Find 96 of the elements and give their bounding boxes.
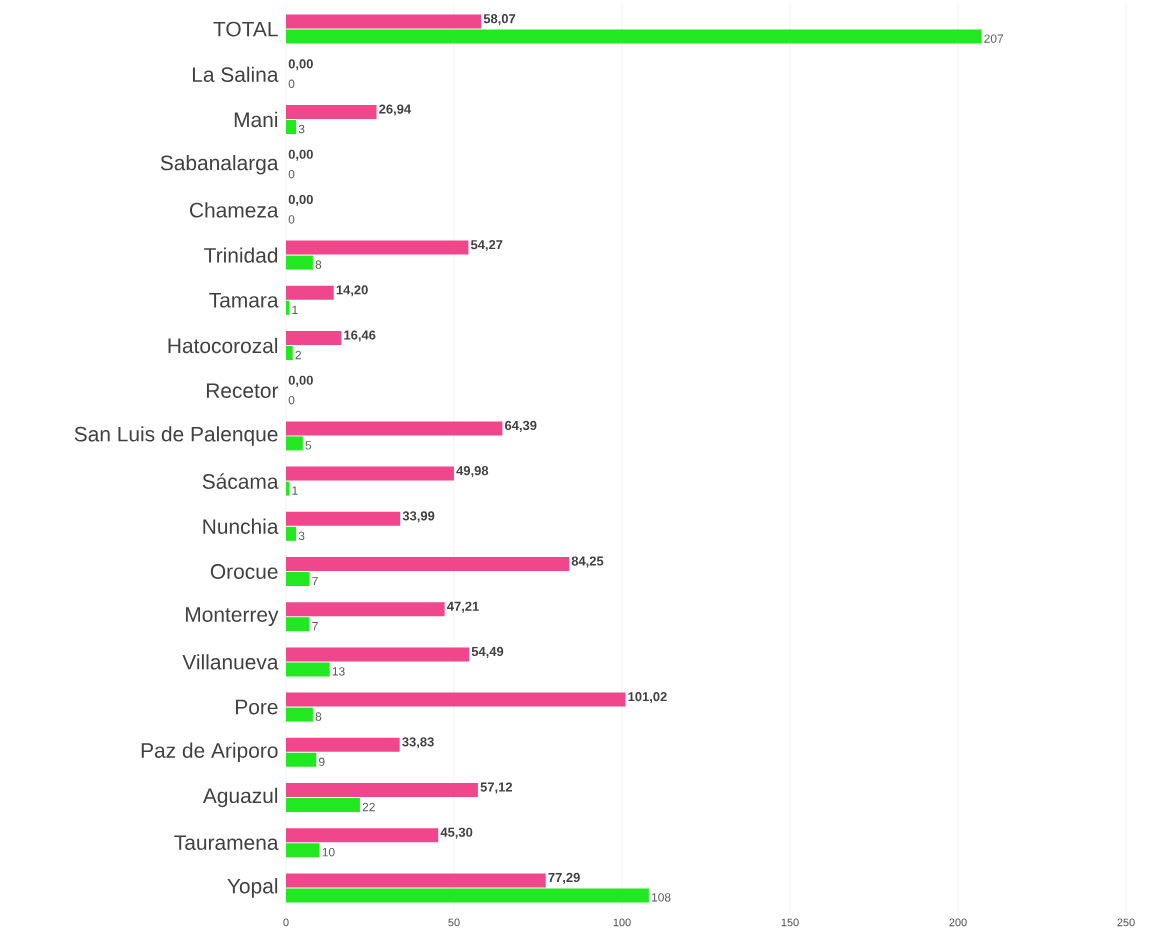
data-label: 10 — [322, 847, 335, 857]
data-label: 3 — [298, 124, 305, 134]
data-label: 8 — [315, 712, 322, 721]
data-label: 9 — [319, 757, 325, 767]
bar — [286, 662, 330, 677]
data-label: 0 — [288, 215, 295, 224]
bar — [286, 105, 377, 120]
bar — [286, 120, 297, 135]
x-tick-label: 0 — [283, 918, 289, 927]
data-label: 54,27 — [470, 240, 503, 252]
bar — [286, 285, 334, 300]
data-label: 5 — [305, 441, 312, 450]
y-tick-label: Monterrey — [186, 607, 279, 627]
bar — [286, 331, 342, 345]
data-label: 14,20 — [336, 285, 368, 297]
y-tick-label: TOTAL — [213, 21, 278, 37]
data-label: 26,94 — [379, 104, 412, 116]
data-label: 33,83 — [402, 737, 434, 749]
bar — [286, 571, 310, 586]
y-tick-label: Orocue — [210, 564, 278, 579]
data-label: 58,07 — [483, 14, 516, 26]
data-label: 49,98 — [456, 466, 489, 478]
bar — [286, 737, 400, 752]
data-label: 207 — [984, 34, 1004, 43]
bar — [286, 752, 317, 767]
y-tick-label: Chameza — [190, 202, 279, 218]
bar — [286, 647, 470, 662]
data-label: 7 — [312, 576, 318, 586]
bar — [286, 14, 482, 29]
bar — [286, 421, 503, 436]
y-tick-label: Tamara — [209, 293, 279, 308]
data-label: 16,46 — [344, 330, 376, 342]
x-tick-label: 100 — [613, 918, 631, 927]
y-tick-label: La Salina — [192, 66, 279, 82]
y-tick-label: Villanueva — [182, 654, 279, 670]
y-tick-label: Aguazul — [202, 787, 278, 808]
y-tick-label: Tauramena — [174, 835, 279, 850]
y-tick-label: Yopal — [227, 878, 278, 898]
data-label: 22 — [362, 802, 375, 812]
bar — [286, 828, 439, 843]
data-label: 0,00 — [288, 194, 313, 206]
data-label: 101,02 — [628, 692, 667, 704]
y-tick-label: Pore — [236, 699, 278, 715]
bar — [286, 873, 546, 888]
data-label: 33,99 — [402, 511, 435, 523]
bar — [286, 602, 445, 617]
data-label: 0 — [288, 395, 295, 405]
y-tick-label: Hatocorozal — [168, 337, 278, 354]
bar — [286, 617, 310, 632]
data-label: 45,30 — [440, 827, 473, 839]
bar — [286, 255, 313, 270]
data-label: 64,39 — [505, 420, 537, 432]
bar — [286, 29, 982, 44]
data-label: 3 — [298, 531, 305, 541]
bar — [286, 843, 320, 858]
y-tick-label: Mani — [234, 111, 278, 128]
data-label: 54,49 — [471, 646, 504, 658]
data-label: 57,12 — [480, 782, 513, 794]
bar — [286, 436, 303, 451]
y-tick-label: Paz de Ariporo — [141, 742, 278, 763]
bar — [286, 556, 570, 571]
x-tick-label: 200 — [949, 918, 967, 927]
bar — [286, 797, 360, 812]
bar — [286, 782, 478, 797]
data-label: 0 — [288, 169, 295, 179]
bar — [286, 692, 626, 707]
data-label: 1 — [292, 305, 298, 314]
y-tick-label: Nunchia — [203, 518, 279, 534]
bar — [286, 888, 649, 903]
y-tick-label: Sácama — [202, 473, 279, 489]
bar — [286, 240, 469, 255]
data-label: 47,21 — [447, 601, 479, 613]
y-tick-label: Sabanalarga — [160, 154, 279, 175]
x-tick-label: 150 — [781, 918, 799, 927]
bar — [286, 511, 401, 526]
bar — [286, 466, 454, 481]
bar — [286, 346, 293, 360]
data-label: 0,00 — [288, 59, 313, 71]
data-label: 0 — [288, 79, 295, 89]
data-label: 108 — [651, 893, 671, 902]
y-tick-label: San Luis de Palenque — [74, 426, 278, 446]
bar — [286, 707, 313, 722]
data-label: 2 — [295, 350, 301, 360]
data-label: 13 — [332, 667, 345, 676]
data-label: 77,29 — [548, 872, 580, 884]
bar — [286, 526, 297, 541]
data-label: 8 — [315, 260, 322, 269]
data-label: 1 — [292, 486, 298, 495]
data-label: 0,00 — [288, 375, 313, 387]
y-tick-label: Recetor — [206, 383, 279, 398]
data-label: 0,00 — [288, 149, 313, 161]
data-label: 7 — [312, 622, 318, 631]
y-tick-label: Trinidad — [204, 247, 278, 263]
x-tick-label: 50 — [448, 918, 460, 927]
x-tick-label: 250 — [1117, 918, 1135, 927]
data-label: 84,25 — [571, 556, 604, 568]
